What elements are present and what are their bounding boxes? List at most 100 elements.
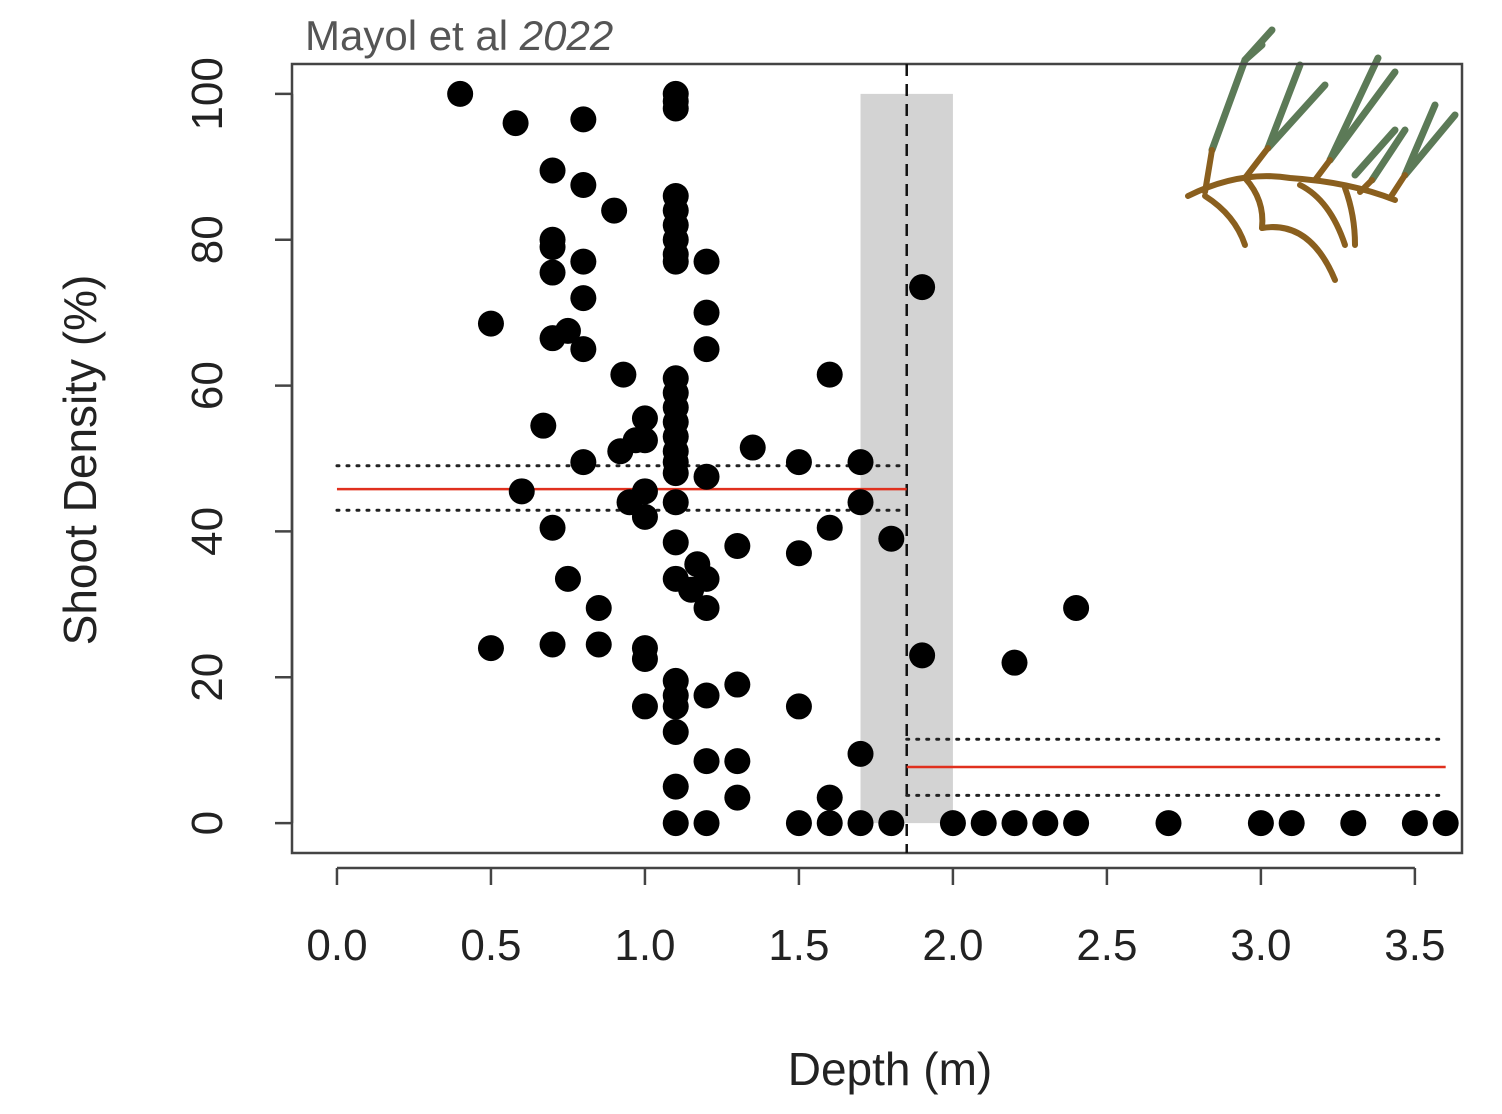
point: [693, 299, 720, 326]
x-tick-label: 2.5: [1076, 921, 1137, 970]
point: [539, 259, 566, 286]
point: [662, 529, 689, 556]
chart-title: Mayol et al 2022: [305, 12, 613, 59]
point: [662, 693, 689, 720]
x-tick-label: 1.0: [614, 921, 675, 970]
point: [909, 642, 936, 669]
title-text: Mayol et al: [305, 12, 508, 59]
point: [693, 810, 720, 837]
point: [554, 317, 581, 344]
x-tick-label: 0.5: [460, 921, 521, 970]
point: [693, 565, 720, 592]
point: [1340, 810, 1367, 837]
point: [662, 95, 689, 122]
point: [585, 631, 612, 658]
point: [447, 80, 474, 107]
y-axis-label: Shoot Density (%): [54, 275, 106, 646]
point: [847, 489, 874, 516]
point: [530, 412, 557, 439]
point: [847, 740, 874, 767]
point: [724, 671, 751, 698]
point: [693, 594, 720, 621]
point: [539, 631, 566, 658]
point: [816, 810, 843, 837]
point: [1032, 810, 1059, 837]
y-tick-label: 60: [183, 361, 232, 410]
point: [1063, 810, 1090, 837]
point: [502, 110, 529, 137]
point: [662, 773, 689, 800]
point: [662, 460, 689, 487]
point: [539, 234, 566, 261]
point: [724, 748, 751, 775]
point: [585, 594, 612, 621]
point: [785, 540, 812, 567]
point: [816, 361, 843, 388]
point: [570, 106, 597, 133]
point: [601, 197, 628, 224]
point: [785, 810, 812, 837]
point: [570, 172, 597, 199]
point: [724, 533, 751, 560]
y-tick-label: 100: [183, 57, 232, 130]
point: [693, 463, 720, 490]
point: [570, 248, 597, 275]
x-tick-label: 2.0: [922, 921, 983, 970]
seagrass-icon: [1185, 26, 1459, 283]
point: [878, 810, 905, 837]
point: [570, 336, 597, 363]
point: [847, 449, 874, 476]
point: [816, 514, 843, 541]
point: [816, 784, 843, 811]
point: [631, 427, 658, 454]
point: [693, 682, 720, 709]
point: [739, 434, 766, 461]
point: [662, 248, 689, 275]
point: [1432, 810, 1459, 837]
point: [693, 336, 720, 363]
point: [662, 810, 689, 837]
y-tick-label: 0: [183, 811, 232, 835]
point: [631, 693, 658, 720]
point: [1001, 810, 1028, 837]
point: [970, 810, 997, 837]
point: [610, 361, 637, 388]
point: [1001, 649, 1028, 676]
x-tick-label: 3.5: [1384, 921, 1445, 970]
point: [939, 810, 966, 837]
point: [662, 489, 689, 516]
point: [477, 310, 504, 337]
point: [1278, 810, 1305, 837]
point: [508, 478, 535, 505]
point: [477, 635, 504, 662]
point: [570, 449, 597, 476]
point: [539, 514, 566, 541]
point: [662, 718, 689, 745]
x-tick-label: 0.0: [306, 921, 367, 970]
y-tick-label: 80: [183, 215, 232, 264]
point: [724, 784, 751, 811]
point: [785, 449, 812, 476]
y-tick-label: 20: [183, 653, 232, 702]
point: [631, 503, 658, 530]
point: [847, 810, 874, 837]
point: [693, 248, 720, 275]
x-tick-label: 3.0: [1230, 921, 1291, 970]
point: [909, 274, 936, 301]
x-tick-label: 1.5: [768, 921, 829, 970]
point: [1155, 810, 1182, 837]
point: [1063, 594, 1090, 621]
point: [693, 748, 720, 775]
point: [631, 646, 658, 673]
point: [539, 157, 566, 184]
x-axis-label: Depth (m): [788, 1043, 992, 1095]
y-tick-label: 40: [183, 507, 232, 556]
point: [878, 525, 905, 552]
title-year: 2022: [519, 12, 613, 59]
point: [785, 693, 812, 720]
point: [570, 285, 597, 312]
point: [554, 565, 581, 592]
point: [1247, 810, 1274, 837]
